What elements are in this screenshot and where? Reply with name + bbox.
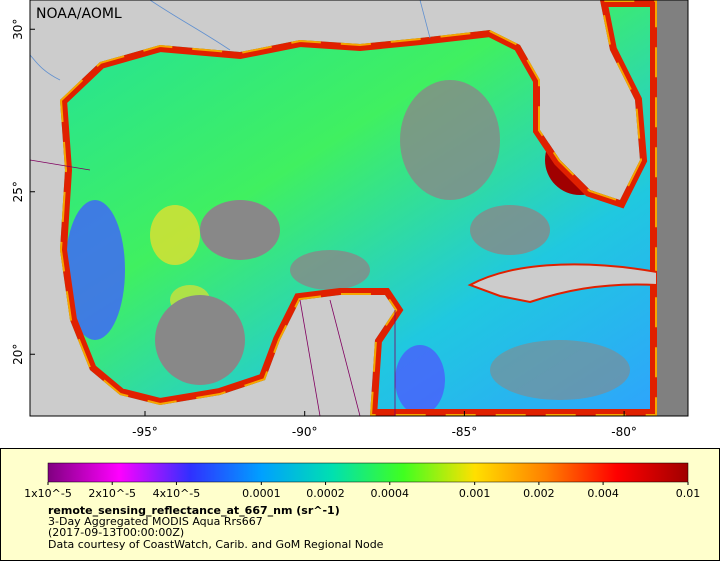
nodata xyxy=(290,250,370,290)
legend: remote_sensing_reflectance_at_667_nm (sr… xyxy=(24,462,701,551)
border xyxy=(30,159,396,416)
colorbar-tick-label: 1x10^-5 xyxy=(24,487,72,500)
y-tick-label: 25° xyxy=(11,181,25,202)
dataset: 3-Day Aggregated MODIS Aqua Rrs667 xyxy=(48,515,263,528)
colorbar-tick-label: 2x10^-5 xyxy=(88,487,136,500)
colorbar-tick-label: 0.0004 xyxy=(371,487,410,500)
patch xyxy=(395,345,445,415)
colorbar-tick-label: 0.004 xyxy=(587,487,619,500)
map-area: NOAA/AOML xyxy=(30,0,688,416)
colorbar-tick-label: 0.0002 xyxy=(306,487,345,500)
patch xyxy=(65,200,125,340)
x-tick-label: -85° xyxy=(452,425,478,439)
colorbar-tick-label: 4x10^-5 xyxy=(153,487,201,500)
x-tick-label: -90° xyxy=(292,425,318,439)
river xyxy=(30,0,431,81)
nodata xyxy=(155,295,245,385)
colorbar-tick-label: 0.002 xyxy=(523,487,555,500)
watermark: NOAA/AOML xyxy=(36,6,122,22)
x-tick-label: -80° xyxy=(611,425,637,439)
colorbar-tick-label: 0.001 xyxy=(459,487,491,500)
nodata xyxy=(470,205,550,255)
y-tick-label: 30° xyxy=(11,19,25,40)
colorbar-tick-label: 0.01 xyxy=(676,487,701,500)
time: (2017-09-13T00:00:00Z) xyxy=(48,526,184,539)
variable-name: remote_sensing_reflectance_at_667_nm (sr… xyxy=(48,504,340,517)
nodata xyxy=(490,340,630,400)
nodata xyxy=(400,80,500,200)
nodata xyxy=(200,200,280,260)
map-frame xyxy=(29,0,689,417)
axes: -95° -90° -85° -80° 20° 25° 30° xyxy=(11,19,637,439)
nodata-strip xyxy=(657,0,688,416)
credit: Data courtesy of CoastWatch, Carib. and … xyxy=(48,538,384,551)
patch xyxy=(150,205,200,265)
x-tick-label: -95° xyxy=(132,425,158,439)
y-tick-label: 20° xyxy=(11,344,25,365)
colorbar-tick-label: 0.0001 xyxy=(242,487,281,500)
colorbar xyxy=(47,462,689,483)
